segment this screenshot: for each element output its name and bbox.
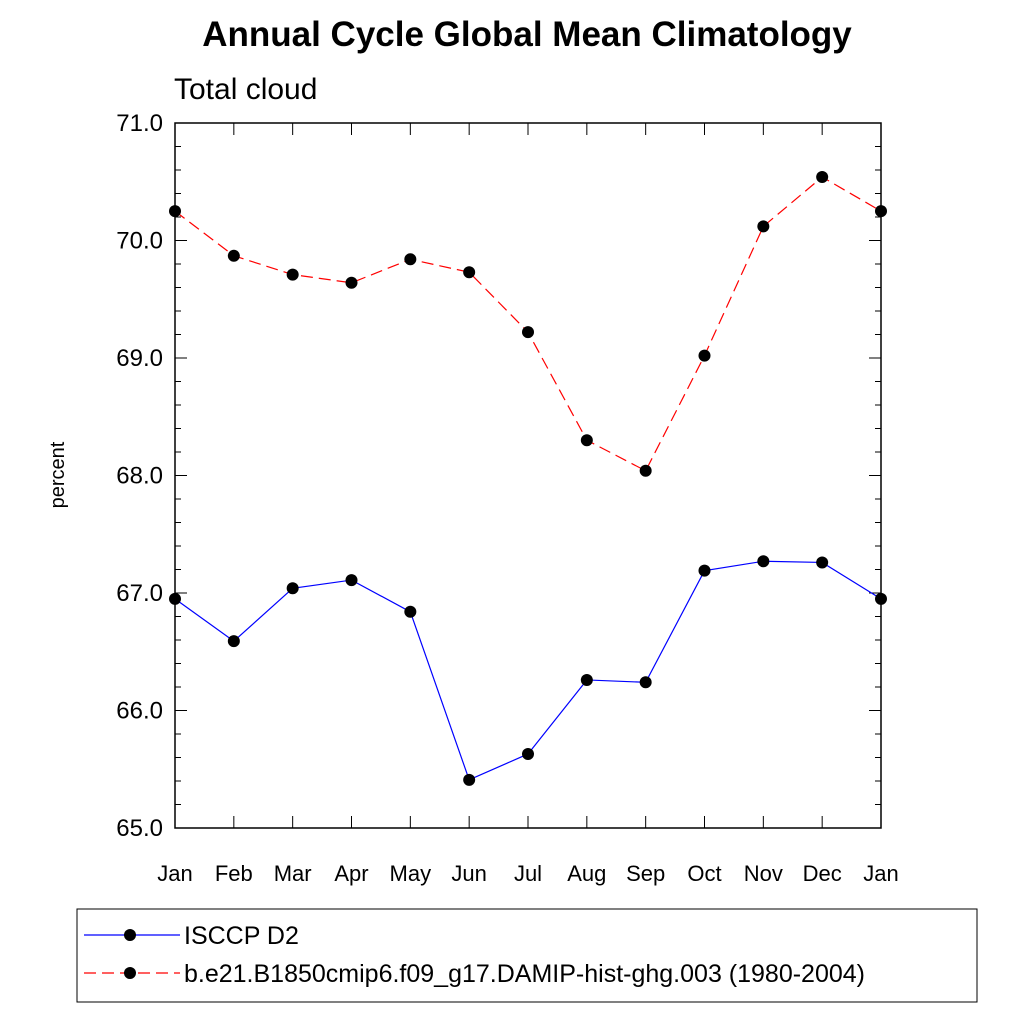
x-tick-label: Sep — [626, 861, 665, 886]
legend: ISCCP D2 b.e21.B1850cmip6.f09_g17.DAMIP-h… — [76, 908, 978, 1003]
data-point — [757, 555, 770, 568]
x-tick-label: Jan — [157, 861, 192, 886]
data-point — [639, 676, 652, 689]
series-1 — [169, 555, 887, 786]
y-tick-label: 69.0 — [116, 345, 163, 372]
x-tick-label: Nov — [744, 861, 783, 886]
chart-subtitle: Total cloud — [174, 73, 317, 106]
data-series — [169, 171, 887, 786]
data-point — [522, 326, 534, 339]
x-tick-label: May — [390, 861, 432, 886]
legend-marker — [124, 967, 136, 979]
plot-area-frame — [174, 122, 882, 829]
data-point — [580, 434, 593, 447]
x-tick-label: Jan — [863, 861, 898, 886]
data-point — [286, 268, 299, 281]
x-tick-label: Mar — [274, 861, 312, 886]
y-tick-label: 70.0 — [116, 228, 163, 255]
legend-box — [76, 908, 978, 1003]
x-tick-label: Feb — [215, 861, 253, 886]
data-point — [286, 582, 299, 595]
y-axis-label: percent — [47, 441, 69, 508]
x-tick-label: Oct — [687, 861, 721, 886]
y-tick-label: 67.0 — [116, 580, 163, 607]
data-point — [522, 747, 534, 760]
data-point — [404, 605, 417, 618]
y-tick-labels: 65.0 66.0 67.0 68.0 69.0 70.0 71.0 — [116, 110, 163, 842]
series-line — [174, 176, 882, 472]
data-point — [580, 673, 593, 686]
x-tick-label: Dec — [803, 861, 842, 886]
data-point — [463, 773, 476, 786]
series-2 — [169, 171, 887, 477]
data-point — [639, 464, 652, 477]
y-tick-label: 65.0 — [116, 815, 163, 842]
y-tick-label: 66.0 — [116, 698, 163, 725]
x-tick-label: Jun — [451, 861, 486, 886]
legend-marker — [124, 929, 136, 941]
y-tick-label: 68.0 — [116, 463, 163, 490]
legend-label: b.e21.B1850cmip6.f09_g17.DAMIP-hist-ghg.… — [184, 960, 865, 988]
legend-item-1: ISCCP D2 — [84, 922, 299, 950]
data-point — [698, 564, 711, 577]
x-tick-label: Aug — [567, 861, 606, 886]
x-tick-label: Apr — [334, 861, 368, 886]
data-point — [463, 266, 476, 279]
data-point — [345, 574, 358, 587]
chart-title: Annual Cycle Global Mean Climatology — [202, 15, 852, 54]
data-point — [757, 220, 770, 233]
data-point — [227, 249, 240, 262]
legend-label: ISCCP D2 — [184, 922, 299, 950]
legend-items: ISCCP D2 b.e21.B1850cmip6.f09_g17.DAMIP-h… — [84, 922, 865, 988]
series-line — [174, 560, 882, 781]
data-point — [816, 171, 829, 184]
data-point — [698, 349, 711, 362]
data-point — [345, 276, 358, 289]
legend-item-2: b.e21.B1850cmip6.f09_g17.DAMIP-hist-ghg.… — [84, 960, 865, 988]
axis-ticks — [174, 122, 882, 829]
x-tick-labels: Jan Feb Mar Apr May Jun Jul Aug Sep Oct Nov Dec Jan — [157, 861, 898, 886]
data-point — [816, 556, 829, 569]
data-point — [404, 253, 417, 266]
y-tick-label: 71.0 — [116, 110, 163, 137]
data-point — [227, 635, 240, 648]
x-tick-label: Jul — [514, 861, 542, 886]
